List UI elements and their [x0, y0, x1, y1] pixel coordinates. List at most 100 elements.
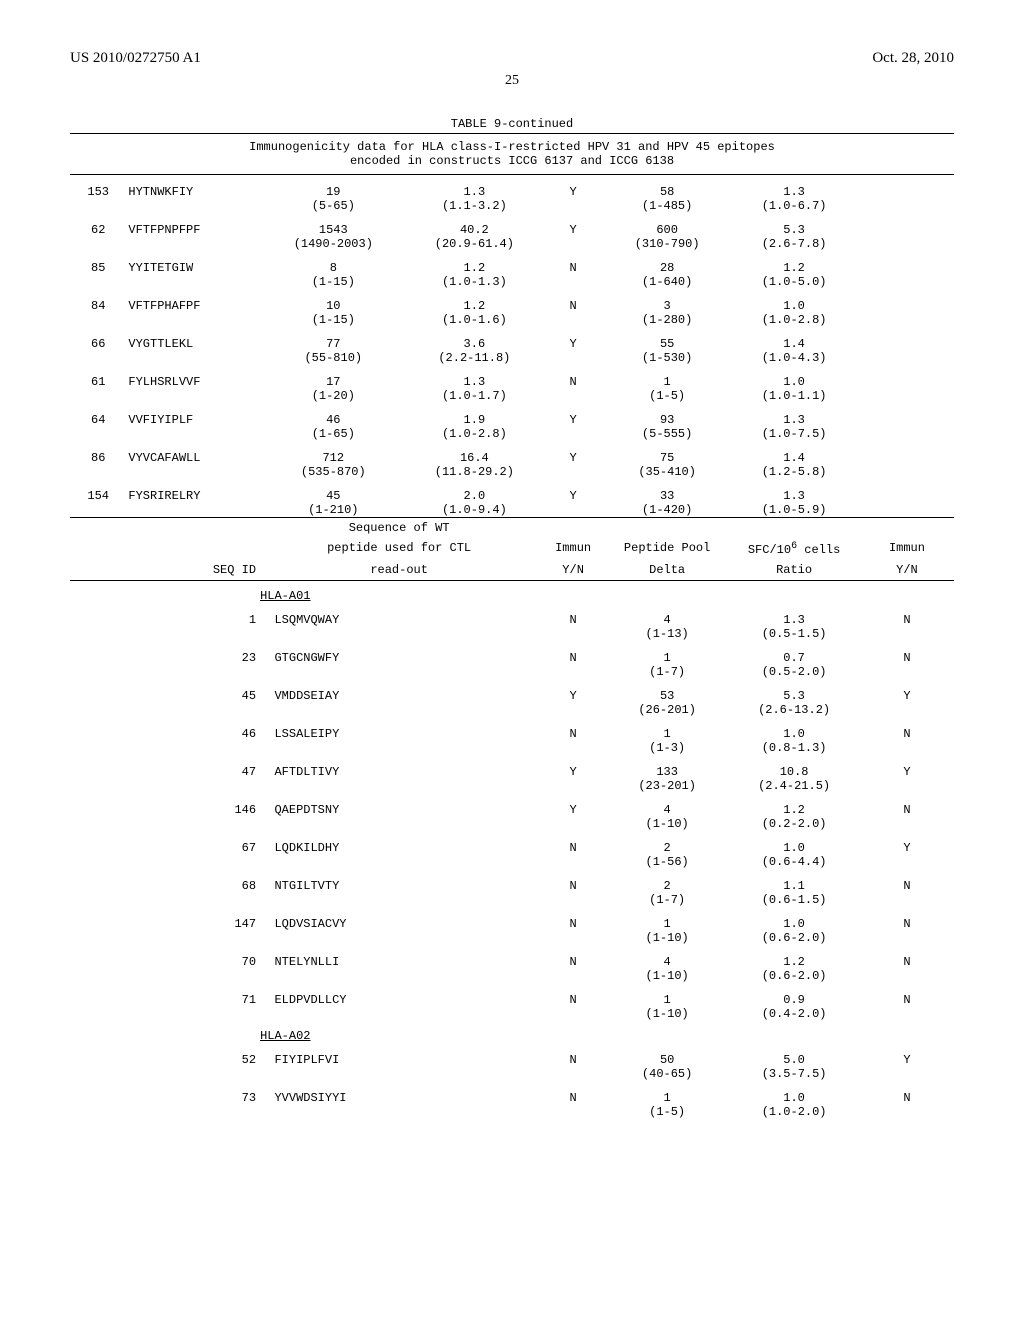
c7s: (1.0-6.7) [728, 199, 860, 213]
ratio: 1.2 [728, 793, 860, 817]
ratio: 0.9 [728, 983, 860, 1007]
seq-id: 70 [126, 945, 258, 969]
c6s: (1-640) [606, 275, 728, 289]
immun: Y [860, 679, 954, 703]
hdr-h3-l3: Y/N [540, 560, 606, 581]
yn: N [540, 717, 606, 741]
ratio: 1.2 [728, 945, 860, 969]
peptide: LQDVSIACVY [258, 907, 540, 931]
peptide: YYITETGIW [126, 251, 258, 275]
hdr-h2-l1: Sequence of WT [258, 518, 540, 539]
seq-id: 66 [70, 327, 126, 351]
c3: 46 [258, 403, 408, 427]
c4: 1.3 [409, 365, 541, 389]
seq-id: 45 [126, 679, 258, 703]
delta: 50 [606, 1043, 728, 1067]
c3s: (5-65) [258, 199, 408, 213]
c6: 1 [606, 365, 728, 389]
seq-id: 67 [126, 831, 258, 855]
ratio: 1.0 [728, 907, 860, 931]
caption-line2: encoded in constructs ICCG 6137 and ICCG… [350, 154, 674, 168]
peptide: VMDDSEIAY [258, 679, 540, 703]
seq-id: 1 [126, 603, 258, 627]
delta: 1 [606, 983, 728, 1007]
delta-sub: (1-3) [606, 741, 728, 755]
caption-line1: Immunogenicity data for HLA class-I-rest… [249, 140, 775, 154]
yn: N [540, 983, 606, 1007]
immun: N [860, 641, 954, 665]
delta: 1 [606, 1081, 728, 1105]
peptide: HYTNWKFIY [126, 175, 258, 199]
c7s: (1.2-5.8) [728, 465, 860, 479]
table-title: TABLE 9-continued [70, 117, 954, 131]
delta: 53 [606, 679, 728, 703]
peptide: LQDKILDHY [258, 831, 540, 855]
peptide: GTGCNGWFY [258, 641, 540, 665]
delta-sub: (1-10) [606, 931, 728, 945]
hdr-h2-l3: read-out [258, 560, 540, 581]
c4: 1.3 [409, 175, 541, 199]
peptide: LSQMVQWAY [258, 603, 540, 627]
peptide: VFTFPNPFPF [126, 213, 258, 237]
c7s: (1.0-5.0) [728, 275, 860, 289]
c6s: (1-485) [606, 199, 728, 213]
ratio: 1.3 [728, 603, 860, 627]
peptide: ELDPVDLLCY [258, 983, 540, 1007]
c4s: (1.0-1.6) [409, 313, 541, 327]
hdr-h5-l3: Ratio [728, 560, 860, 581]
c3: 45 [258, 479, 408, 503]
immun: Y [860, 755, 954, 779]
peptide: VFTFPHAFPF [126, 289, 258, 313]
immun: N [860, 945, 954, 969]
c6: 93 [606, 403, 728, 427]
ratio: 0.7 [728, 641, 860, 665]
c4s: (2.2-11.8) [409, 351, 541, 365]
c6: 75 [606, 441, 728, 465]
c4s: (1.0-9.4) [409, 503, 541, 518]
c6: 58 [606, 175, 728, 199]
c7s: (1.0-7.5) [728, 427, 860, 441]
delta: 2 [606, 869, 728, 893]
seq-id: 73 [126, 1081, 258, 1105]
c7s: (1.0-1.1) [728, 389, 860, 403]
c7: 1.0 [728, 289, 860, 313]
c3s: (1-15) [258, 313, 408, 327]
c7s: (2.6-7.8) [728, 237, 860, 251]
delta-sub: (1-10) [606, 1007, 728, 1021]
c4: 1.2 [409, 251, 541, 275]
yn: N [540, 641, 606, 665]
yn: N [540, 869, 606, 893]
hdr-h3-l2: Immun [540, 538, 606, 560]
ratio: 5.3 [728, 679, 860, 703]
c5: N [540, 365, 606, 389]
c3: 77 [258, 327, 408, 351]
yn: N [540, 831, 606, 855]
c4s: (1.1-3.2) [409, 199, 541, 213]
c4s: (1.0-1.7) [409, 389, 541, 403]
yn: N [540, 1043, 606, 1067]
seq-id: 62 [70, 213, 126, 237]
c4: 2.0 [409, 479, 541, 503]
page-header: US 2010/0272750 A1 Oct. 28, 2010 [70, 50, 954, 67]
peptide: NTGILTVTY [258, 869, 540, 893]
ratio-sub: (0.6-2.0) [728, 969, 860, 983]
c4s: (1.0-1.3) [409, 275, 541, 289]
peptide: FIYIPLFVI [258, 1043, 540, 1067]
peptide: VYVCAFAWLL [126, 441, 258, 465]
immun: N [860, 983, 954, 1007]
c7: 1.2 [728, 251, 860, 275]
immun: N [860, 1081, 954, 1105]
c3s: (1-15) [258, 275, 408, 289]
ratio-sub: (0.8-1.3) [728, 741, 860, 755]
c5: N [540, 289, 606, 313]
immun: N [860, 717, 954, 741]
seq-id: 23 [126, 641, 258, 665]
c5: N [540, 251, 606, 275]
c5: Y [540, 403, 606, 427]
ratio-sub: (3.5-7.5) [728, 1067, 860, 1081]
peptide: FYSRIRELRY [126, 479, 258, 503]
delta: 2 [606, 831, 728, 855]
ratio-sub: (0.5-1.5) [728, 627, 860, 641]
c7: 1.4 [728, 327, 860, 351]
ratio: 1.0 [728, 1081, 860, 1105]
